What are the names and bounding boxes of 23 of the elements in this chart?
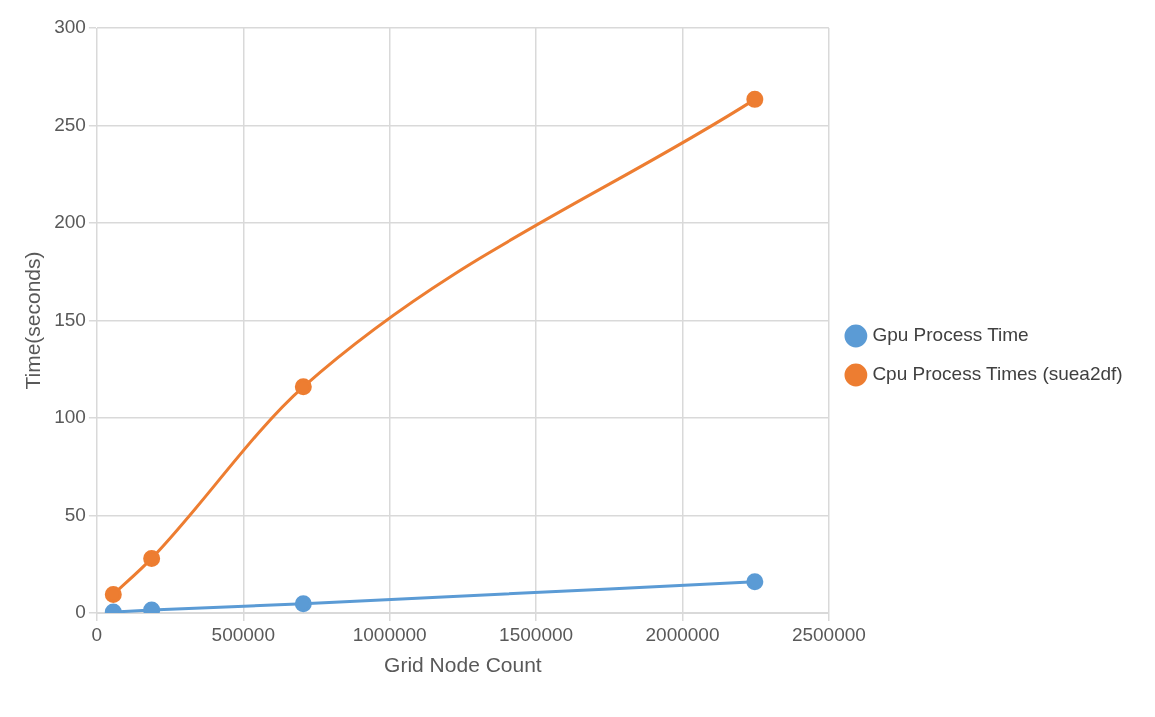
point (746, 573, 764, 591)
y-tick-label: 100 (54, 406, 86, 428)
y-tick-label: 150 (54, 308, 86, 330)
point (294, 378, 312, 396)
legend-label: Cpu Process Times (suea2df) (872, 363, 1123, 385)
y-tick-label: 250 (54, 113, 86, 135)
x-tick-label: 0 (91, 623, 103, 645)
x-tick-label: 1000000 (352, 623, 427, 645)
x-tick-label: 2000000 (645, 623, 720, 645)
x-tick-label: 500000 (211, 623, 275, 645)
y-axis-title: Time(seconds) (21, 251, 45, 390)
y-tick-label: 0 (75, 601, 86, 623)
y-tick-label: 50 (64, 503, 86, 525)
point (104, 585, 122, 603)
point (294, 595, 312, 613)
y-tick-label: 300 (54, 16, 86, 38)
legend-label: Gpu Process Time (872, 324, 1029, 346)
point (746, 90, 764, 108)
y-tick-label: 200 (54, 211, 86, 233)
point (143, 549, 161, 567)
x-tick-label: 2500000 (791, 623, 866, 645)
x-axis-title: Grid Node Count (384, 653, 542, 677)
x-tick-label: 1500000 (499, 623, 574, 645)
